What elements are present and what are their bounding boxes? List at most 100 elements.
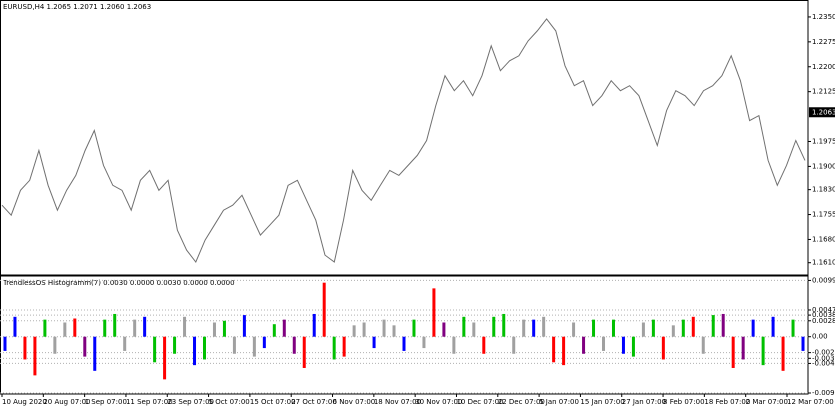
histogram-bar bbox=[701, 336, 705, 354]
histogram-bar bbox=[392, 325, 396, 337]
histogram-bar bbox=[3, 336, 7, 351]
histogram-bar bbox=[422, 336, 426, 349]
y-tick-label: 1.2125 bbox=[812, 88, 835, 96]
histogram-bar bbox=[582, 336, 586, 354]
histogram-bar bbox=[721, 313, 725, 337]
histogram-bar bbox=[781, 336, 785, 371]
x-tick-label: 30 Nov 07:00 bbox=[415, 398, 462, 406]
x-tick-label: 10 Aug 2020 bbox=[2, 398, 47, 406]
histogram-bar bbox=[432, 288, 436, 337]
histogram-bar bbox=[691, 316, 695, 337]
histogram-bar bbox=[522, 319, 526, 337]
histogram-bar bbox=[641, 322, 645, 337]
y-tick-label: -0.0099 bbox=[812, 389, 835, 397]
histogram-bar bbox=[183, 316, 187, 337]
histogram-bar bbox=[222, 320, 226, 337]
histogram-bar bbox=[53, 336, 57, 354]
histogram-bar bbox=[13, 316, 17, 337]
histogram-bar bbox=[143, 316, 147, 337]
histogram-bar bbox=[163, 336, 167, 380]
x-tick-label: 12 Mar 07:00 bbox=[787, 398, 834, 406]
histogram-bar bbox=[402, 336, 406, 351]
histogram-bar bbox=[202, 336, 206, 360]
histogram-bar bbox=[711, 315, 715, 337]
histogram-bar bbox=[771, 316, 775, 337]
histogram-bar bbox=[761, 336, 765, 366]
histogram-bar bbox=[113, 313, 117, 337]
x-tick-label: 15 Oct 07:00 bbox=[250, 398, 296, 406]
histogram-bar bbox=[33, 336, 37, 376]
histogram-bar bbox=[332, 336, 336, 360]
histogram-bar bbox=[93, 336, 97, 371]
y-tick-label: 0.0038 bbox=[812, 311, 835, 319]
histogram-bar bbox=[532, 319, 536, 337]
x-tick-label: 6 Nov 07:00 bbox=[333, 398, 376, 406]
histogram-bar bbox=[252, 336, 256, 357]
histogram-bar bbox=[442, 322, 446, 337]
y-tick-label: 1.1755 bbox=[812, 211, 835, 219]
x-tick-label: 18 Nov 07:00 bbox=[374, 398, 421, 406]
last-price-label: 1.2063 bbox=[812, 108, 835, 116]
histogram-bar bbox=[462, 316, 466, 337]
x-tick-label: 8 Feb 07:00 bbox=[663, 398, 704, 406]
histogram-bar bbox=[103, 319, 107, 337]
histogram-bar bbox=[133, 319, 137, 337]
price-title: EURUSD,H4 1.2065 1.2071 1.2060 1.2063 bbox=[3, 3, 151, 11]
histogram-bar bbox=[173, 336, 177, 354]
x-tick-label: 27 Oct 07:00 bbox=[291, 398, 337, 406]
y-tick-label: 1.1610 bbox=[812, 259, 835, 267]
histogram-bar bbox=[492, 316, 496, 337]
x-tick-label: 23 Sep 07:00 bbox=[167, 398, 214, 406]
histogram-bar bbox=[482, 336, 486, 354]
histogram-bar bbox=[193, 336, 197, 366]
histogram-bar bbox=[63, 322, 67, 337]
histogram-bar bbox=[342, 336, 346, 357]
y-tick-label: 0.00 bbox=[812, 333, 828, 341]
histogram-bar bbox=[472, 322, 476, 337]
histogram-bar bbox=[362, 322, 366, 337]
histogram-bar bbox=[552, 336, 556, 363]
y-tick-label: -0.0047 bbox=[812, 359, 835, 367]
histogram-bar bbox=[73, 318, 77, 337]
histogram-bar bbox=[242, 315, 246, 337]
histogram-bar bbox=[651, 319, 655, 337]
y-tick-label: 0.0028 bbox=[812, 317, 835, 325]
y-tick-label: 1.1680 bbox=[812, 235, 835, 243]
histogram-bar bbox=[322, 282, 326, 337]
x-tick-label: 10 Dec 07:00 bbox=[456, 398, 503, 406]
x-tick-label: 20 Aug 07:00 bbox=[43, 398, 90, 406]
y-tick-label: 1.2275 bbox=[812, 38, 835, 46]
histogram-bar bbox=[272, 324, 276, 337]
plot-frame bbox=[0, 0, 809, 395]
histogram-bar bbox=[302, 336, 306, 368]
histogram-bar bbox=[621, 336, 625, 354]
y-tick-label: 1.1900 bbox=[812, 162, 835, 170]
x-tick-label: 5 Oct 07:00 bbox=[209, 398, 250, 406]
histogram-bar bbox=[312, 313, 316, 337]
x-tick-label: 15 Jan 07:00 bbox=[580, 398, 624, 406]
histogram-bar bbox=[352, 325, 356, 337]
histogram-bar bbox=[232, 336, 236, 354]
histogram-bar bbox=[262, 336, 266, 349]
x-tick-label: 22 Dec 07:00 bbox=[498, 398, 545, 406]
histogram-bar bbox=[502, 313, 506, 337]
histogram-bar bbox=[572, 322, 576, 337]
histogram-bar bbox=[681, 319, 685, 337]
histogram-bar bbox=[562, 336, 566, 366]
y-tick-label: 1.1975 bbox=[812, 137, 835, 145]
y-tick-label: 0.0099 bbox=[812, 276, 835, 284]
y-tick-label: 1.2200 bbox=[812, 63, 835, 71]
histogram-bar bbox=[731, 336, 735, 368]
histogram-bar bbox=[592, 319, 596, 337]
histogram-bar bbox=[23, 336, 27, 360]
histogram-bar bbox=[153, 336, 157, 363]
histogram-bar bbox=[282, 319, 286, 337]
y-tick-label: 1.2350 bbox=[812, 13, 835, 21]
x-tick-label: 2 Mar 07:00 bbox=[746, 398, 788, 406]
y-tick-label: -0.0028 bbox=[812, 349, 835, 357]
x-tick-label: 11 Sep 07:00 bbox=[126, 398, 173, 406]
histogram-bar bbox=[741, 336, 745, 360]
x-tick-label: 1 Sep 07:00 bbox=[85, 398, 127, 406]
histogram-bar bbox=[212, 322, 216, 337]
